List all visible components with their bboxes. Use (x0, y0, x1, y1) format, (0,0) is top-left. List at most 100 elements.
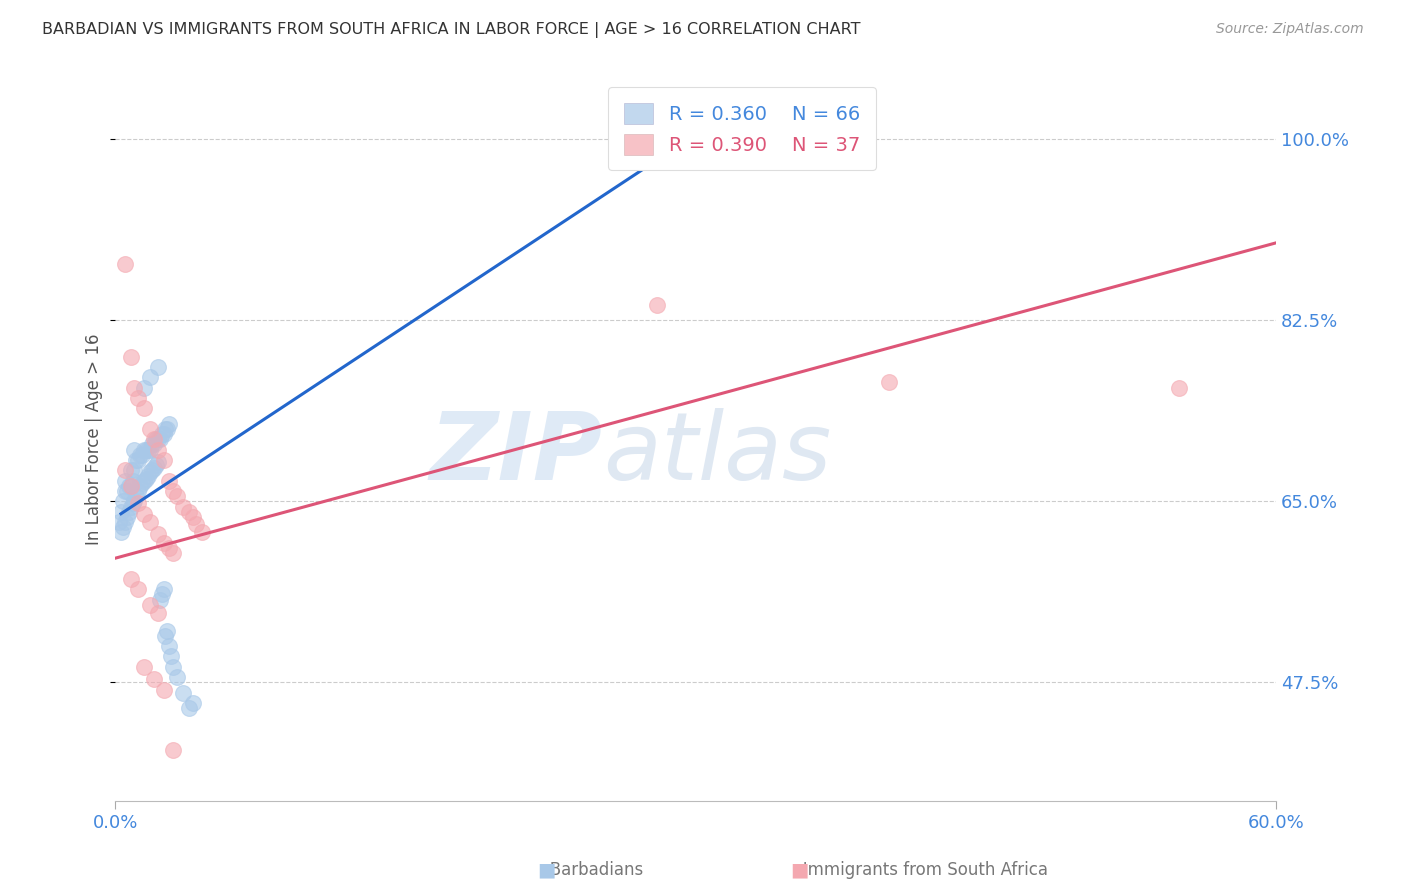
Point (146, 455, 169, 469)
Point (141, 463, 163, 477)
Point (142, 672, 165, 686)
Point (141, 437, 163, 451)
Point (131, 448, 153, 462)
Point (645, 132, 668, 146)
Point (127, 453, 149, 467)
Point (139, 422, 162, 436)
Point (124, 442, 146, 457)
Point (877, 376, 900, 390)
Point (114, 256, 136, 270)
Point (134, 401, 156, 416)
Point (152, 535, 174, 549)
Point (118, 479, 141, 493)
Point (136, 468, 159, 483)
Point (129, 448, 152, 462)
Point (177, 701, 200, 715)
Point (139, 442, 162, 457)
Point (162, 742, 184, 756)
Point (142, 437, 165, 451)
Point (115, 509, 138, 524)
Point (172, 686, 194, 700)
Point (142, 461, 165, 475)
Point (149, 592, 172, 607)
Point (172, 500, 194, 514)
Point (125, 489, 148, 503)
Point (129, 479, 152, 493)
Point (127, 582, 149, 597)
Point (152, 682, 174, 697)
Point (134, 442, 156, 457)
Legend: R = 0.360    N = 66, R = 0.390    N = 37: R = 0.360 N = 66, R = 0.390 N = 37 (609, 87, 876, 170)
Point (152, 427, 174, 442)
Point (162, 483, 184, 498)
Point (150, 587, 173, 601)
Point (120, 350, 142, 364)
Text: ■: ■ (537, 860, 555, 880)
Point (162, 546, 184, 560)
Point (111, 520, 134, 534)
Point (157, 639, 180, 653)
Point (146, 606, 169, 620)
Point (1168, 381, 1191, 395)
Text: ■: ■ (790, 860, 808, 880)
Point (157, 541, 180, 555)
Text: Source: ZipAtlas.com: Source: ZipAtlas.com (1216, 22, 1364, 37)
Text: atlas: atlas (603, 409, 831, 500)
Point (156, 624, 179, 638)
Text: ZIP: ZIP (430, 408, 603, 500)
Point (127, 496, 149, 510)
Point (127, 483, 149, 498)
Point (118, 505, 141, 519)
Point (186, 517, 208, 532)
Point (114, 515, 136, 529)
Point (166, 489, 188, 503)
Point (139, 466, 162, 480)
Point (135, 442, 157, 457)
Point (120, 479, 142, 493)
Point (127, 391, 149, 405)
Point (120, 463, 142, 477)
Point (181, 696, 204, 710)
Point (135, 472, 157, 486)
Point (145, 433, 167, 447)
Point (146, 527, 169, 541)
Point (155, 422, 177, 436)
Text: Barbadians: Barbadians (534, 861, 644, 879)
Point (139, 370, 162, 384)
Text: Immigrants from South Africa: Immigrants from South Africa (787, 861, 1049, 879)
Point (124, 463, 146, 477)
Point (111, 494, 134, 508)
Point (131, 475, 153, 490)
Point (108, 515, 131, 529)
Point (139, 598, 162, 612)
Point (181, 509, 204, 524)
Point (134, 474, 156, 488)
Point (149, 433, 172, 447)
Point (146, 442, 169, 457)
Point (156, 422, 179, 436)
Point (162, 660, 184, 674)
Point (114, 474, 136, 488)
Point (134, 381, 156, 395)
Point (114, 463, 136, 477)
Point (157, 417, 180, 431)
Point (152, 453, 174, 467)
Point (136, 442, 159, 457)
Point (114, 483, 136, 498)
Point (160, 649, 183, 664)
Point (124, 494, 146, 508)
Point (177, 505, 200, 519)
Point (191, 525, 214, 540)
Point (139, 515, 162, 529)
Point (121, 496, 143, 510)
Point (152, 582, 174, 597)
Point (134, 660, 156, 674)
Point (146, 359, 169, 374)
Point (120, 479, 142, 493)
Point (115, 483, 138, 498)
Point (110, 505, 132, 519)
Point (120, 572, 142, 586)
Y-axis label: In Labor Force | Age > 16: In Labor Force | Age > 16 (86, 334, 103, 545)
Point (110, 525, 132, 540)
Point (124, 381, 146, 395)
